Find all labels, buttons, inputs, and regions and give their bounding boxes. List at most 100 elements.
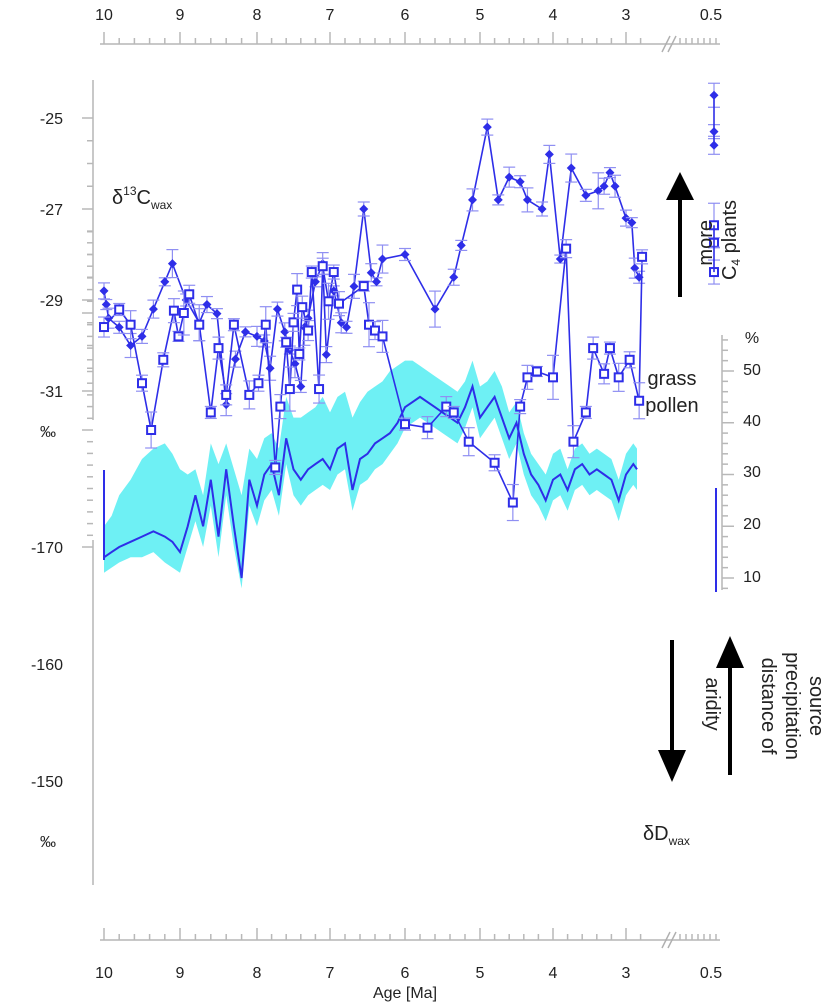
dd-data-point — [463, 436, 474, 447]
d13c-data-point — [627, 218, 637, 228]
pollen-tick-label-20: 20 — [743, 516, 761, 533]
dd-data-point — [253, 378, 264, 389]
d13c-data-point — [610, 181, 620, 191]
c4-label-sub: 4 — [729, 259, 743, 266]
distance-label-line2: precipitation — [781, 652, 803, 760]
d13c-data-point — [504, 172, 514, 182]
pollen-unit-label: % — [745, 330, 759, 347]
dd-data-point — [317, 261, 328, 272]
c4-arrow-annotation: more C4 plants — [666, 172, 743, 297]
dd-unit-label: ‰ — [40, 834, 56, 851]
dd-data-point — [275, 401, 286, 412]
d13c-data-point — [126, 341, 136, 350]
bottom-tick-label-10: 10 — [95, 965, 113, 982]
pollen-tick-label-10: 10 — [743, 569, 761, 586]
dd-series-line — [103, 248, 643, 506]
d13c-series-label: δ13Cwax — [112, 184, 172, 212]
top-tick-label-8: 8 — [253, 7, 262, 24]
top-tick-label-9: 9 — [176, 7, 185, 24]
bottom-tick-label-4: 4 — [549, 965, 558, 982]
d13c-tick-label-25: -25 — [40, 111, 63, 128]
dd-data-point — [303, 325, 314, 336]
dd-data-point — [637, 251, 648, 262]
dd-data-point — [99, 322, 109, 333]
dd-data-point — [260, 319, 271, 330]
top-age-axis: 10 9 8 7 6 5 4 3 0.5 — [95, 7, 722, 53]
dd-y-axis: -170 -160 -150 ‰ — [31, 230, 94, 885]
dd-data-point — [400, 419, 410, 430]
dd-data-point — [624, 354, 635, 365]
dd-data-point — [489, 457, 500, 468]
dd-data-point — [334, 298, 344, 309]
dd-data-point — [588, 343, 599, 354]
pollen-tick-label-30: 30 — [743, 464, 761, 481]
dd-data-point — [173, 331, 184, 342]
bottom-axis-break-mark-2 — [667, 931, 677, 949]
aridity-arrow-annotation: aridity — [658, 640, 723, 782]
dd-data-point — [125, 319, 136, 330]
dd-data-point — [178, 308, 189, 318]
bottom-tick-label-7: 7 — [326, 965, 335, 982]
dd-data-point — [548, 372, 558, 383]
dd-data-point — [364, 319, 374, 330]
distance-label-line1: distance of — [757, 658, 779, 755]
dd-data-point — [294, 348, 305, 359]
c4-label-line1: more — [695, 220, 717, 266]
dd-data-point — [284, 384, 295, 395]
dd-data-point — [515, 401, 526, 412]
d13c-data-point — [167, 259, 177, 269]
d13c-carbon: C — [137, 187, 151, 209]
d13c-data-point — [336, 318, 346, 328]
bottom-axis-break-mark — [661, 931, 671, 949]
bottom-age-axis: 10 9 8 7 6 5 4 3 0.5 Age [Ma] — [95, 928, 722, 1002]
dd-data-point — [314, 384, 325, 395]
d13c-data-point — [290, 359, 300, 369]
d13c-data-point — [272, 304, 282, 314]
top-axis-break-mark — [661, 35, 671, 53]
d13c-data-point — [321, 350, 331, 360]
dd-data-point — [377, 331, 388, 342]
d13c-data-point — [581, 190, 591, 200]
d13c-data-point — [593, 186, 603, 196]
dd-axis-ticks — [82, 230, 93, 548]
distance-arrow-head — [716, 636, 744, 668]
top-tick-label-6: 6 — [401, 7, 410, 24]
d13c-data-point — [544, 149, 554, 159]
dd-data-point — [634, 395, 645, 406]
dd-data-point — [158, 354, 169, 365]
dd-data-point — [580, 407, 591, 418]
c4-arrow-head — [666, 172, 694, 200]
top-tick-label-10: 10 — [95, 7, 113, 24]
d13c-data-point — [366, 268, 376, 278]
dd-data-point — [448, 407, 459, 418]
dd-data-point — [613, 372, 624, 383]
d13c-data-point — [296, 381, 306, 391]
d13c-tick-label-27: -27 — [40, 202, 63, 219]
c4-label-plants: plants — [719, 200, 741, 259]
d13c-data-point — [137, 331, 147, 341]
dd-data-point — [507, 497, 518, 508]
d13c-data-point — [630, 263, 640, 273]
dd-data-point — [422, 422, 433, 433]
d13c-subscript: wax — [150, 198, 172, 212]
d13c-data-point — [265, 363, 275, 373]
d13c-data-point — [202, 300, 212, 310]
dd-data-point — [323, 296, 334, 307]
dd-data-point — [184, 289, 195, 300]
pollen-label-line2: pollen — [645, 395, 698, 417]
dd-data-point — [281, 337, 292, 348]
d13c-data-point — [482, 122, 492, 132]
top-tick-label-5: 5 — [476, 7, 485, 24]
pollen-y-axis: % 50 40 30 20 10 — [721, 330, 761, 590]
pollen-uncertainty-band — [104, 360, 637, 589]
d13c-data-point — [359, 204, 369, 214]
d13c-data-point — [430, 304, 440, 314]
dd-data-point — [306, 267, 317, 278]
distance-arrow-annotation: distance of precipitation source — [716, 636, 827, 775]
dd-data-point — [568, 436, 579, 447]
dd-data-point — [244, 389, 255, 400]
dd-series-label: δDwax — [643, 823, 690, 848]
dd-data-point — [531, 366, 542, 377]
d13c-data-point — [252, 331, 262, 341]
